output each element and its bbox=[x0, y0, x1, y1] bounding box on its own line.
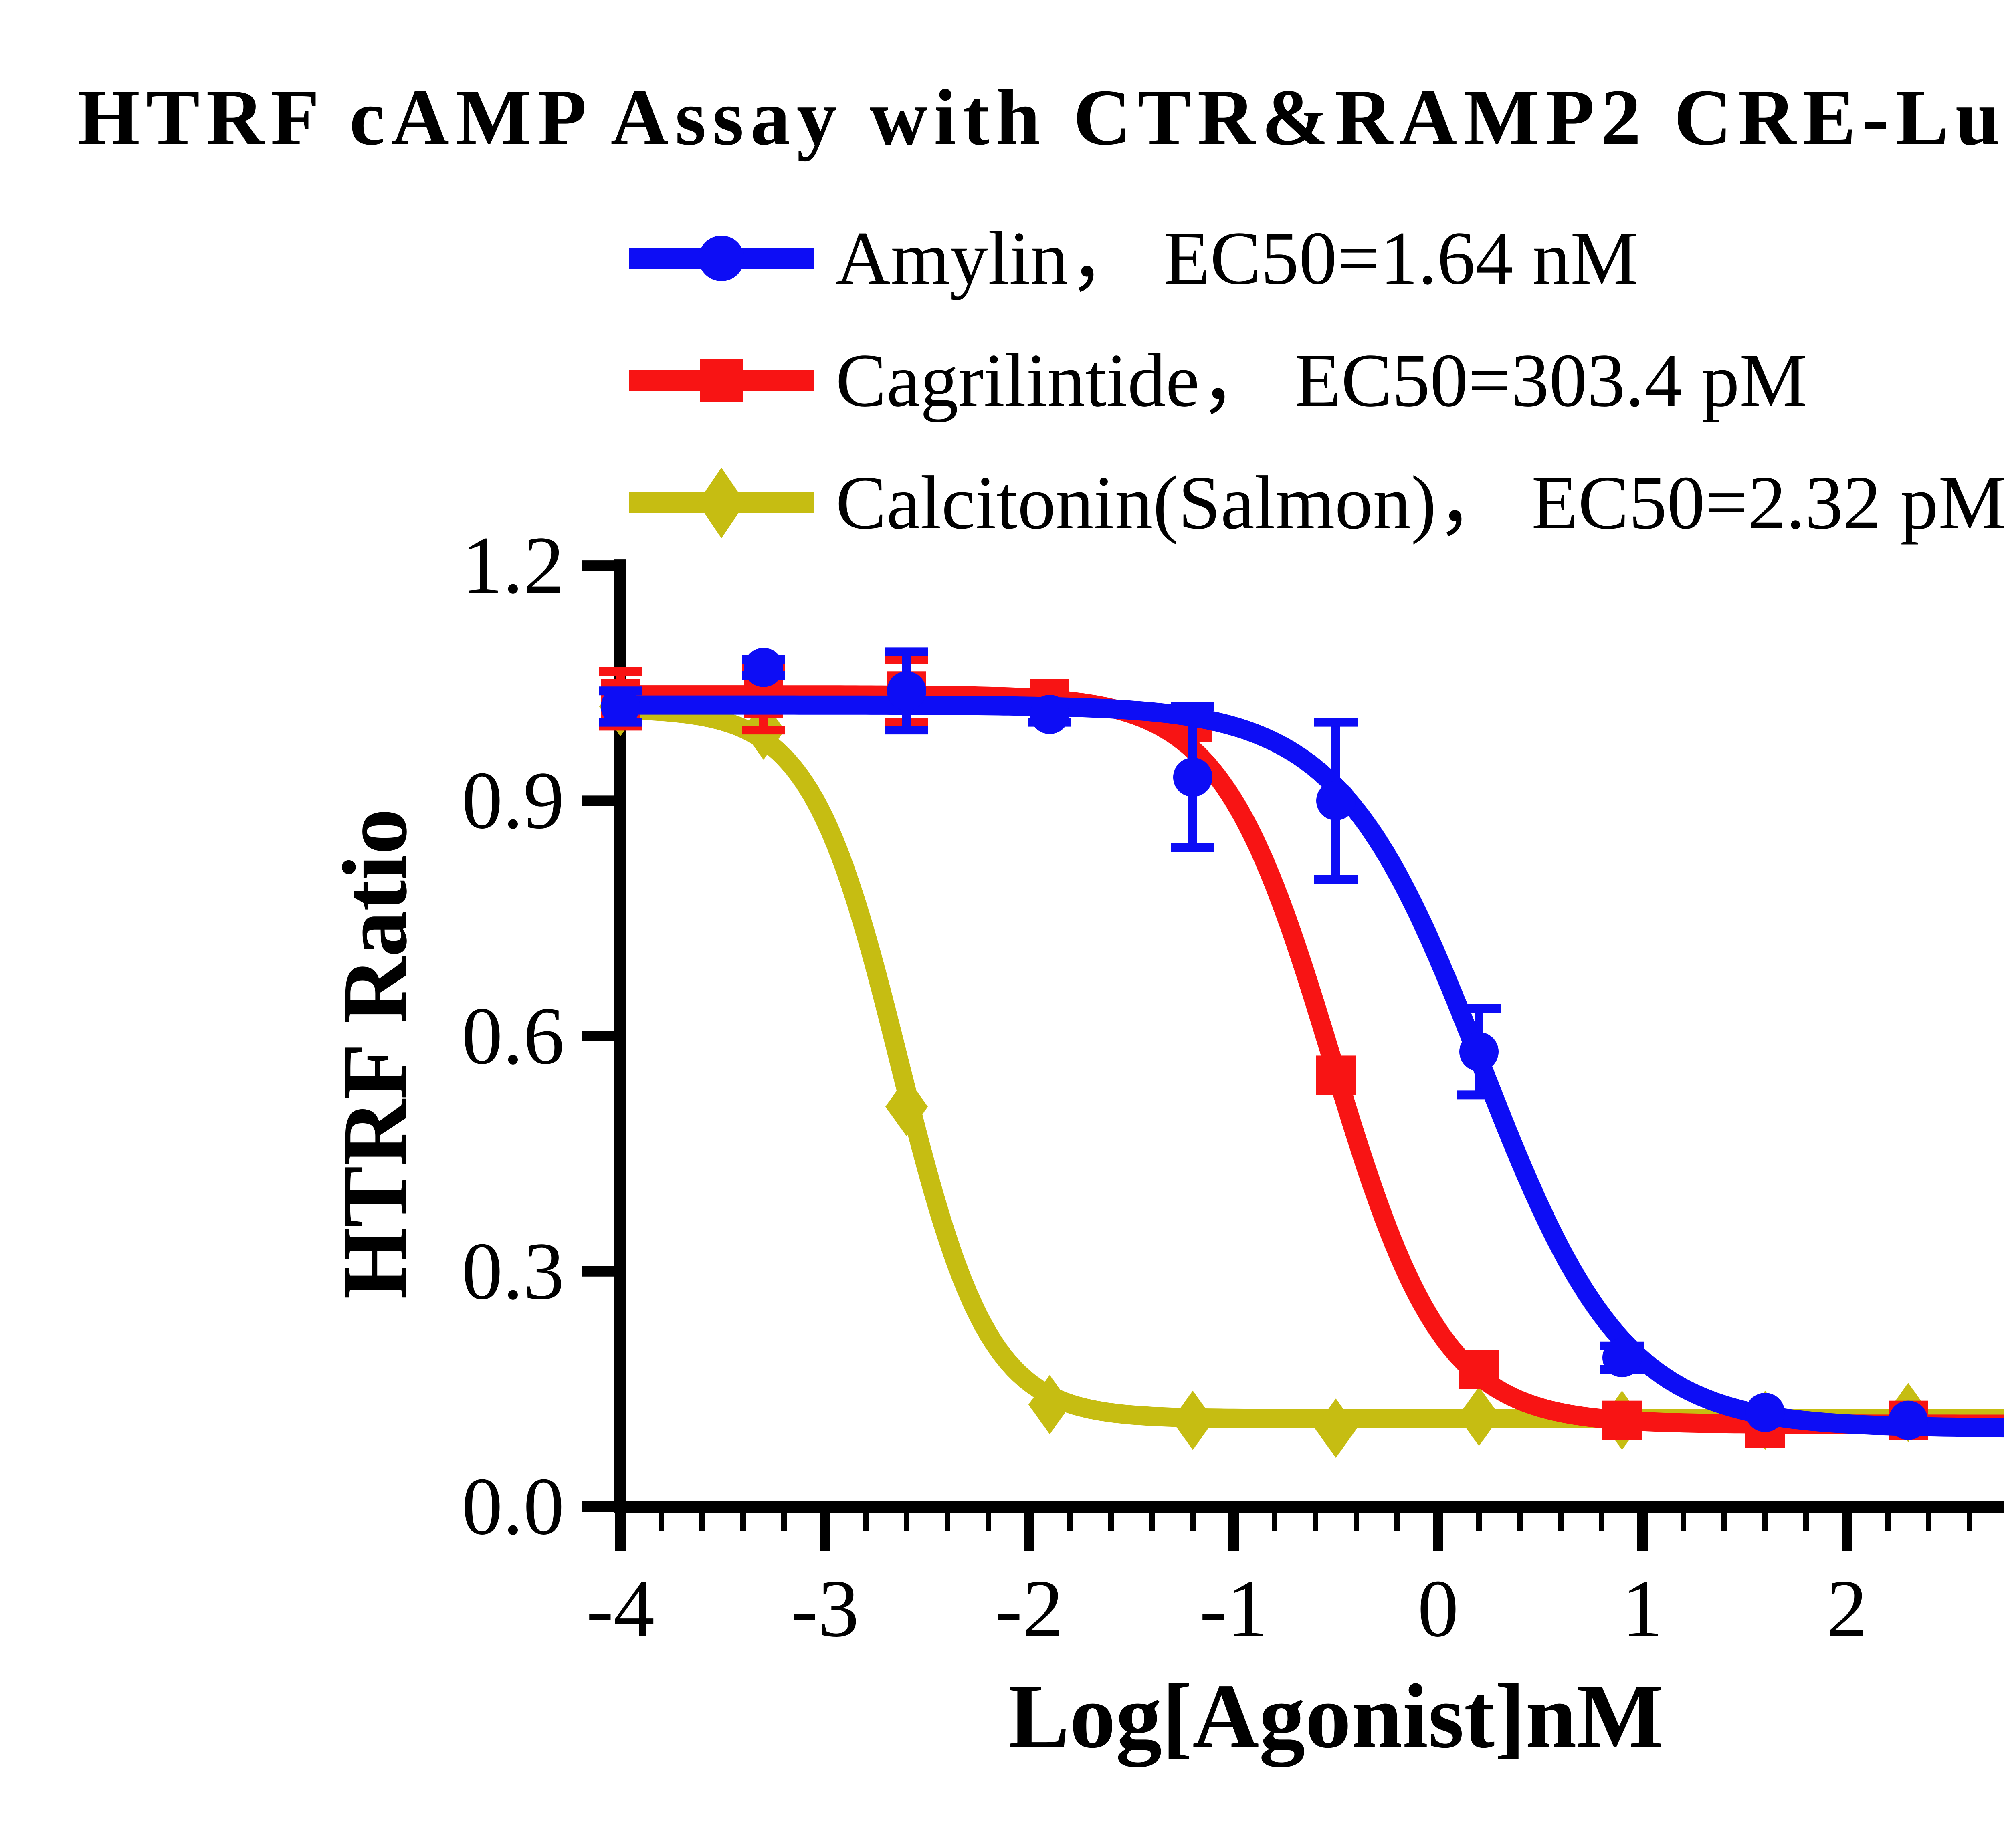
legend-marker-circle-icon bbox=[629, 236, 814, 281]
y-axis-title: HTRF Ratio bbox=[323, 808, 426, 1299]
data-point-diamond bbox=[1028, 1375, 1071, 1434]
data-point-diamond bbox=[1458, 1386, 1500, 1446]
data-point-diamond bbox=[1315, 1398, 1357, 1458]
legend-marker-square-icon bbox=[629, 359, 814, 402]
x-tick-label: 0 bbox=[1417, 1563, 1459, 1654]
data-point-circle bbox=[1745, 1393, 1785, 1432]
x-tick-label: -2 bbox=[995, 1563, 1064, 1654]
data-point-diamond bbox=[1172, 1390, 1214, 1450]
y-tick-label: 1.2 bbox=[461, 520, 564, 611]
legend-item-calcitonin: Calcitonin(Salmon)， EC50=2.32 pM bbox=[627, 455, 2004, 551]
x-tick-label: 2 bbox=[1826, 1563, 1868, 1654]
legend-marker-diamond-icon bbox=[629, 468, 814, 538]
y-tick-label: 0.0 bbox=[461, 1461, 564, 1552]
data-point-circle bbox=[1030, 695, 1069, 734]
data-point-circle bbox=[1889, 1400, 1928, 1440]
chart-title: HTRF cAMP Assay with CTR&RAMP2 CRE-Luc C… bbox=[77, 73, 2004, 162]
x-tick-label: 3 bbox=[1967, 1561, 2004, 1657]
legend-item-cagrilintide: Cagrilintide， EC50=303.4 pM bbox=[627, 333, 1807, 429]
data-point-circle bbox=[744, 648, 783, 687]
legend-label: Amylin， EC50=1.64 nM bbox=[836, 216, 1638, 301]
x-axis-title: Log[Agonist]nM bbox=[1008, 1665, 1664, 1767]
data-point-square bbox=[1316, 1055, 1356, 1095]
data-point-circle bbox=[1173, 757, 1212, 797]
data-point-square bbox=[1602, 1400, 1642, 1440]
legend-marker-shape bbox=[700, 359, 743, 402]
x-tick-label: -4 bbox=[586, 1563, 655, 1654]
fit-curve bbox=[611, 700, 2004, 1428]
x-tick-label: 1 bbox=[1622, 1563, 1663, 1654]
legend-label: Calcitonin(Salmon)， EC50=2.32 pM bbox=[836, 461, 2004, 545]
y-tick-label: 0.6 bbox=[461, 990, 564, 1081]
data-point-circle bbox=[1459, 1032, 1499, 1071]
data-point-square bbox=[1459, 1350, 1499, 1389]
data-point-diamond bbox=[885, 1077, 928, 1136]
y-tick-label: 0.9 bbox=[461, 755, 564, 846]
legend-marker-shape bbox=[699, 236, 744, 281]
x-tick-label: -1 bbox=[1199, 1563, 1268, 1654]
y-tick-label: 0.3 bbox=[461, 1225, 564, 1317]
data-point-circle bbox=[1316, 781, 1356, 821]
legend-item-amylin: Amylin， EC50=1.64 nM bbox=[627, 210, 1638, 307]
data-point-circle bbox=[887, 671, 926, 711]
data-point-circle bbox=[1602, 1338, 1642, 1378]
data-point-circle bbox=[601, 687, 640, 726]
legend-label: Cagrilintide， EC50=303.4 pM bbox=[836, 339, 1807, 423]
legend-marker-shape bbox=[697, 468, 745, 538]
x-tick-label: -3 bbox=[790, 1563, 859, 1654]
